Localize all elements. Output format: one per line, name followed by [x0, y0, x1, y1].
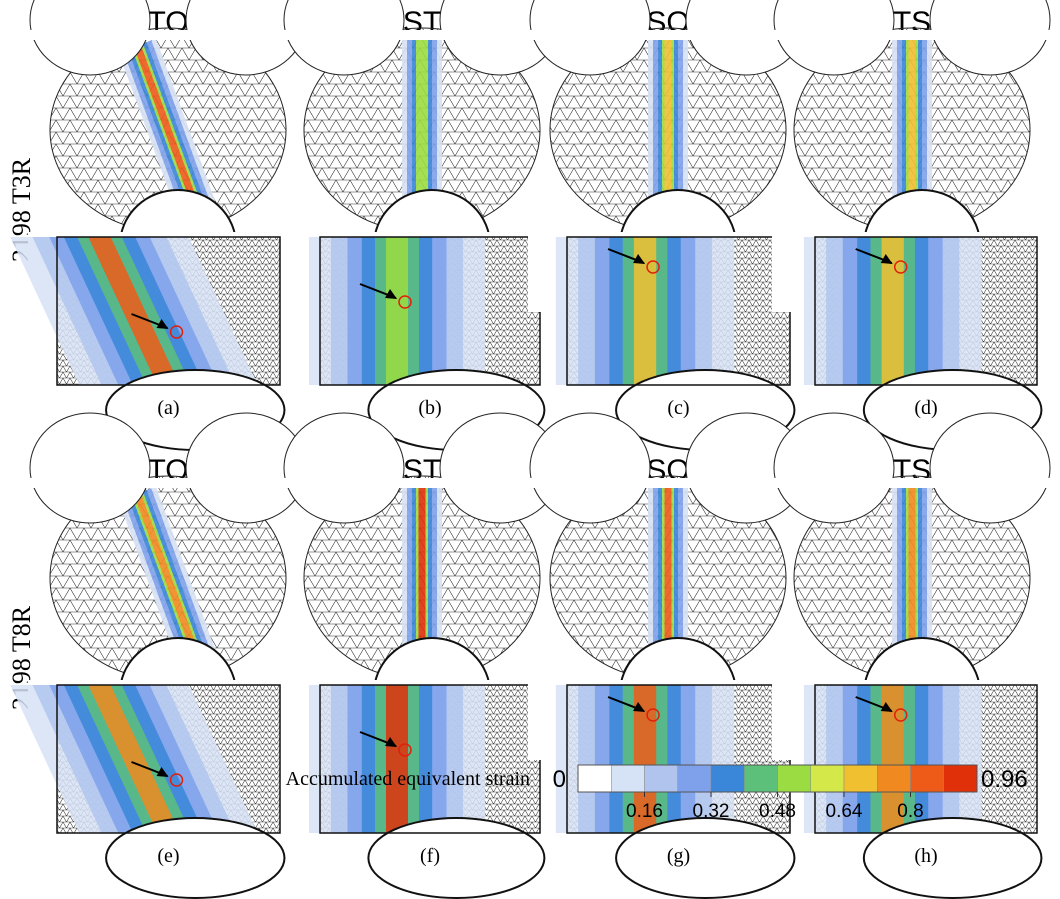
inset-frame [56, 236, 281, 386]
marker-circle [169, 773, 184, 787]
inset-frame [814, 684, 1038, 834]
colorbar-swatch [611, 764, 645, 793]
strain-band [402, 488, 442, 668]
inset [803, 236, 1043, 451]
panel-caption: (d) [914, 397, 937, 419]
colorbar-max: 0.96 [981, 766, 1028, 793]
colorbar-tick-label: 0.16 [626, 801, 663, 822]
inset-hole [615, 817, 796, 899]
notch-cover [772, 478, 1052, 488]
colorbar-tick-label: 0.8 [897, 801, 923, 822]
colorbar-tick-label: 0.32 [693, 801, 730, 822]
colorbar-swatch [710, 764, 745, 793]
marker-circle [398, 295, 412, 309]
inset [10, 236, 286, 451]
colorbar-swatch [677, 764, 712, 793]
colorbar-label: Accumulated equivalent strain [286, 768, 530, 790]
strain-zone [133, 44, 203, 216]
strain-band [118, 486, 218, 670]
inset-zone [386, 685, 408, 833]
inset-zone [633, 685, 657, 833]
colorbar-swatch [877, 764, 911, 793]
arrow-head [156, 767, 169, 777]
notch [529, 412, 651, 524]
inset [309, 236, 546, 451]
inset [309, 684, 546, 899]
notch [929, 412, 1051, 524]
panel-caption: (a) [157, 397, 179, 419]
colorbar-tick-label: 0.64 [826, 801, 863, 822]
inset [555, 684, 796, 899]
arrow-head [385, 289, 397, 299]
strain-zone [133, 492, 203, 664]
notch [773, 412, 895, 524]
strain-zone [664, 488, 672, 668]
strain-zone [418, 40, 426, 220]
strain-zone [664, 40, 672, 220]
panel-caption: (h) [914, 845, 937, 867]
marker-circle [646, 260, 660, 274]
notch-cover [28, 30, 308, 40]
notch-cover [28, 478, 308, 488]
notch-cover [282, 478, 562, 488]
marker-circle [893, 260, 908, 274]
arrow-head [385, 737, 397, 747]
colorbar-tick-label: 0.48 [759, 801, 796, 822]
marker-circle [893, 708, 908, 722]
colorbar-swatch [810, 764, 845, 793]
panel-caption: (e) [157, 845, 179, 867]
strain-zone [908, 40, 916, 220]
colorbar-swatch [744, 764, 778, 793]
panel-caption: (g) [667, 845, 690, 867]
panel-caption: (b) [418, 397, 441, 419]
colorbar-swatch [577, 764, 612, 793]
colorbar-swatch [943, 764, 978, 793]
inset-zone [88, 685, 180, 833]
inset-zone [88, 237, 180, 385]
inset-frame [814, 236, 1038, 386]
arrow-head [880, 254, 893, 264]
inset-zone [633, 237, 657, 385]
arrow-head [633, 702, 646, 712]
notch-cover [528, 478, 808, 488]
notch [29, 412, 151, 524]
strain-zone [418, 488, 426, 668]
notch-cover [772, 30, 1052, 40]
colorbar-swatch [644, 764, 678, 793]
panel-caption: (f) [420, 845, 440, 867]
marker-circle [646, 708, 660, 722]
strain-band [118, 38, 218, 222]
strain-zone [908, 488, 916, 668]
inset [555, 236, 796, 451]
marker-circle [398, 743, 412, 757]
inset-frame [56, 684, 281, 834]
inset-hole [862, 817, 1043, 899]
arrow-head [156, 319, 169, 329]
colorbar-min: 0 [553, 766, 566, 793]
arrow-head [633, 254, 646, 264]
inset [803, 684, 1043, 899]
inset-zone [881, 237, 904, 385]
inset [10, 684, 286, 899]
colorbar-swatch [910, 764, 944, 793]
inset-hole [105, 817, 286, 899]
marker-circle [169, 325, 184, 339]
notch-cover [282, 30, 562, 40]
notch [283, 412, 405, 524]
colorbar-swatch [843, 764, 878, 793]
colorbar-swatch [777, 764, 811, 793]
notch-cover [528, 30, 808, 40]
arrow-head [880, 702, 893, 712]
inset-hole [367, 817, 546, 899]
inset-zone [881, 685, 904, 833]
panel-caption: (c) [667, 397, 689, 419]
inset-zone [386, 237, 408, 385]
